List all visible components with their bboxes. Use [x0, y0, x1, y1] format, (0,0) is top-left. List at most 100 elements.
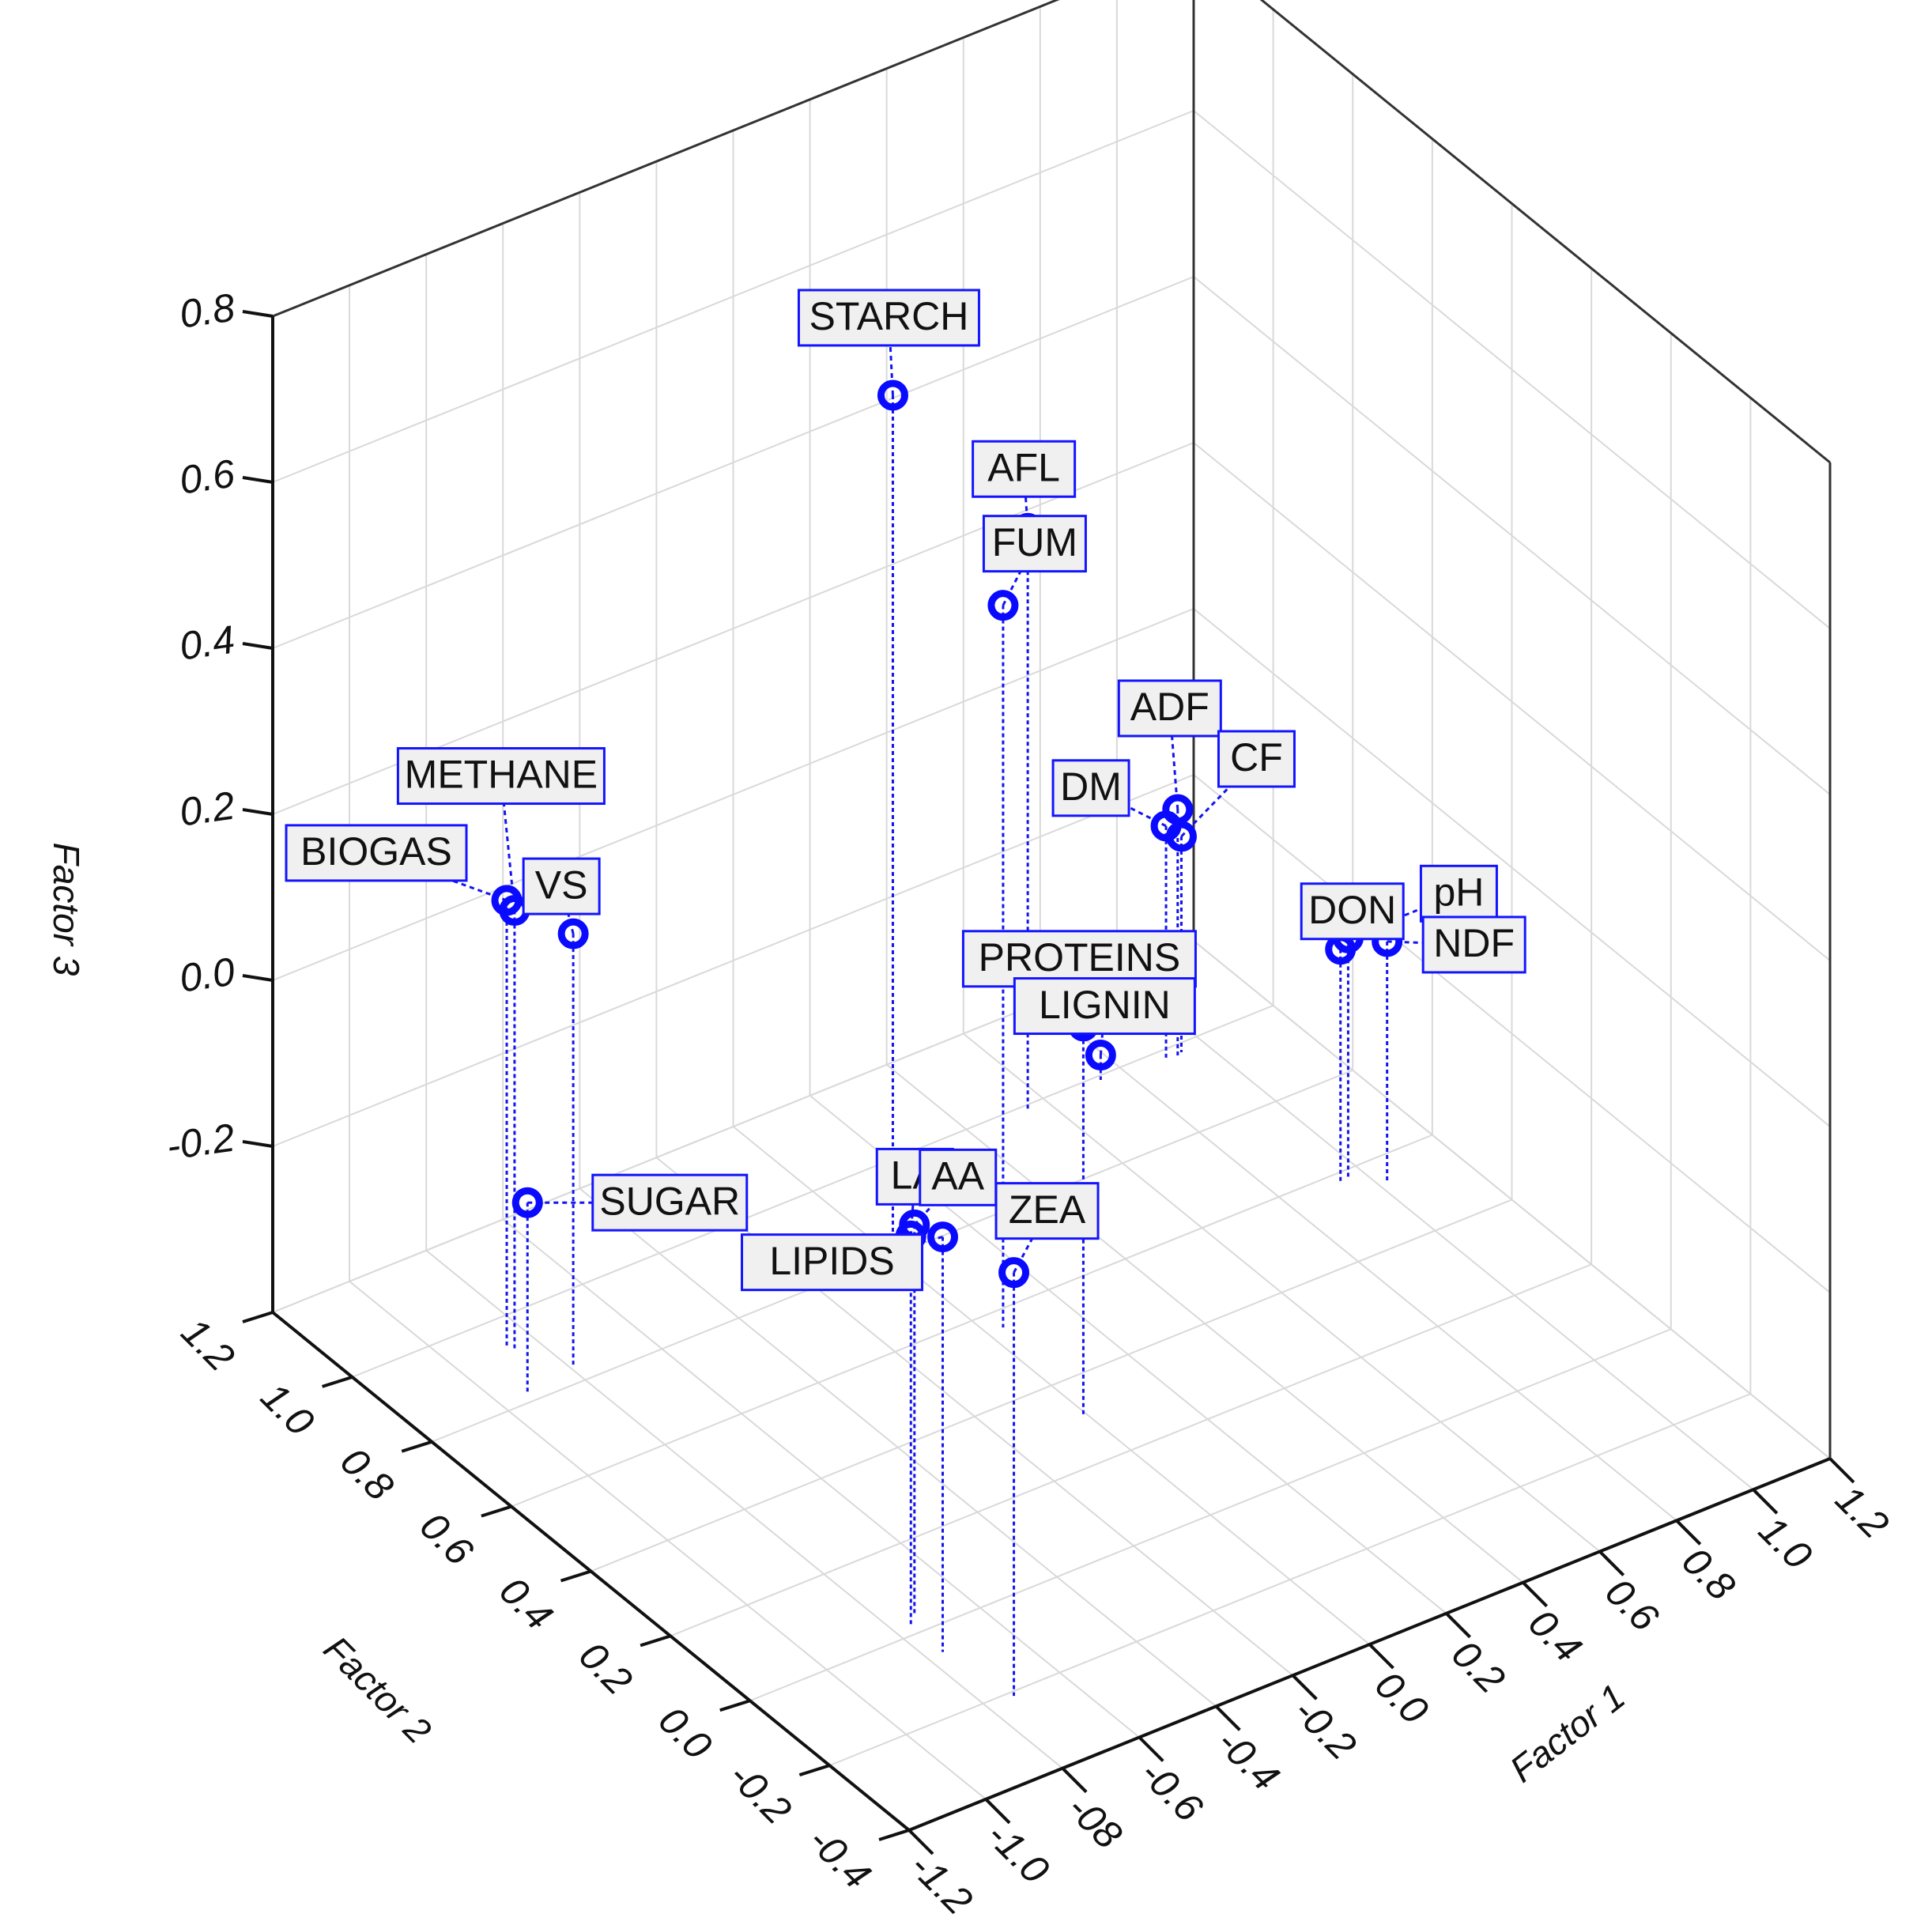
factor1-tick — [1828, 1457, 1855, 1484]
grid-line — [1193, 774, 1831, 1293]
factor2-tick-label: -0.2 — [720, 1753, 800, 1833]
factor1-tick — [1138, 1736, 1164, 1762]
grid-line — [1193, 442, 1831, 961]
point-label-box-starch — [797, 289, 980, 347]
point-label-adf: ADF — [1130, 685, 1209, 729]
factor2-tick — [560, 1569, 592, 1583]
point-label-ph: pH — [1433, 870, 1484, 915]
point-label-lipids: LIPIDS — [769, 1239, 894, 1283]
grid-line — [272, 608, 1194, 981]
grid-line — [1193, 608, 1831, 1127]
factor2-tick-label: 1.0 — [252, 1374, 323, 1444]
point-lipids — [927, 1221, 959, 1253]
factor2-tick — [719, 1699, 751, 1712]
point-lignin — [1085, 1040, 1116, 1071]
factor3-tick-label: 0.8 — [177, 285, 238, 336]
point-label-box-lipids — [741, 1233, 924, 1292]
factor2-tick-label: 0.4 — [491, 1568, 561, 1639]
factor3-tick — [242, 974, 274, 982]
point-label-starch: STARCH — [809, 294, 969, 338]
grid-line — [1193, 110, 1831, 629]
point-label-zea: ZEA — [1009, 1187, 1086, 1232]
factor1-tick-label: -0.2 — [1285, 1689, 1365, 1769]
point-starch — [877, 379, 908, 411]
box-edge — [272, 0, 1060, 318]
factor1-tick — [984, 1798, 1011, 1825]
axes-group: -1.2-1.0 -08 -0.6-0.4-0.2 0.0 0.2 0.4 0.6 0.8 1.… — [46, 285, 1897, 1923]
point-biogas — [491, 885, 523, 916]
factor1-tick — [908, 1829, 934, 1855]
point-label-box-vs — [522, 857, 601, 915]
point-label-box-sugar — [591, 1173, 749, 1232]
grid-line — [272, 774, 1194, 1147]
factor3-tick — [242, 642, 274, 650]
box-edge — [1259, 0, 1831, 464]
factor1-tick-label: -08 — [1059, 1786, 1131, 1858]
point-label-sugar: SUGAR — [599, 1179, 740, 1223]
factor3-axis-title: Factor 3 — [46, 843, 87, 976]
point-labels-group: STARCH FUM AFL PROTEINS ADF CF DM DON pH NDF LIGNI… — [285, 289, 1526, 1292]
factor2-tick — [322, 1375, 353, 1388]
factor1-tick-label: -1.0 — [979, 1813, 1058, 1893]
point-label-box-adf — [1117, 679, 1222, 738]
factor2-tick — [481, 1504, 512, 1518]
point-label-ndf: NDF — [1433, 921, 1515, 965]
grid-line — [352, 1004, 1274, 1378]
point-label-afl: AFL — [987, 445, 1060, 489]
factor2-tick — [798, 1764, 830, 1777]
factor3-tick — [242, 1140, 274, 1148]
factor3-tick-label: -0.2 — [164, 1115, 237, 1168]
factor1-tick-label: 1.2 — [1827, 1477, 1897, 1547]
factor1-tick — [1214, 1704, 1241, 1731]
point-label-box-cf — [1217, 730, 1296, 788]
point-label-box-afl — [972, 440, 1077, 498]
point-label-box-zea — [994, 1182, 1100, 1240]
point-zea — [998, 1257, 1030, 1289]
factor1-tick-label: 0.2 — [1443, 1632, 1514, 1702]
point-label-box-lignin — [1013, 977, 1196, 1036]
point-label-box-ndf — [1421, 915, 1526, 974]
point-label-dm: DM — [1060, 764, 1122, 809]
point-label-biogas: BIOGAS — [300, 829, 452, 874]
point-label-box-ph — [1419, 864, 1498, 923]
point-label-lignin: LIGNIN — [1039, 983, 1171, 1027]
point-label-vs: VS — [535, 863, 588, 907]
grid-line — [272, 276, 1194, 649]
factor3-tick — [242, 476, 274, 484]
factor1-tick — [1522, 1581, 1549, 1608]
factor2-tick — [878, 1829, 910, 1841]
drop-lines-group — [505, 394, 1389, 1697]
factor2-tick — [242, 1311, 274, 1323]
point-vs — [557, 918, 589, 949]
point-label-methane: METHANE — [405, 753, 598, 797]
factor2-tick-label: 0.0 — [650, 1698, 720, 1769]
factor3-tick-label: 0.6 — [177, 451, 238, 502]
point-label-box-don — [1300, 882, 1405, 941]
point-label-fum: FUM — [992, 520, 1077, 564]
point-label-box-methane — [396, 747, 606, 806]
factor1-tick — [1292, 1674, 1318, 1701]
point-label-box-dm — [1051, 759, 1130, 817]
point-label-cf: CF — [1230, 735, 1283, 780]
grid-line — [829, 1393, 1751, 1767]
factor1-tick-label: 0.0 — [1367, 1663, 1437, 1733]
factor3-tick-label: 0.4 — [177, 617, 238, 669]
factor1-tick-label: 0.4 — [1520, 1601, 1591, 1671]
grid-line — [511, 1134, 1433, 1508]
point-dm — [1150, 810, 1182, 842]
factor1-tick-label: -1.2 — [901, 1844, 981, 1923]
point-label-box-biogas — [285, 824, 468, 882]
factor3-tick — [242, 808, 274, 816]
point-label-don: DON — [1308, 888, 1396, 932]
factor2-tick-label: 0.8 — [332, 1439, 402, 1509]
grid-line — [591, 1199, 1512, 1572]
factor1-tick — [1675, 1519, 1702, 1546]
factor2-axis-title: Factor 2 — [316, 1628, 440, 1751]
factor1-tick — [1752, 1488, 1779, 1515]
factor2-tick-label: 1.2 — [173, 1309, 243, 1380]
point-label-box-aa — [919, 1148, 998, 1206]
factor1-tick — [1598, 1550, 1625, 1576]
factor1-tick — [1368, 1643, 1394, 1670]
